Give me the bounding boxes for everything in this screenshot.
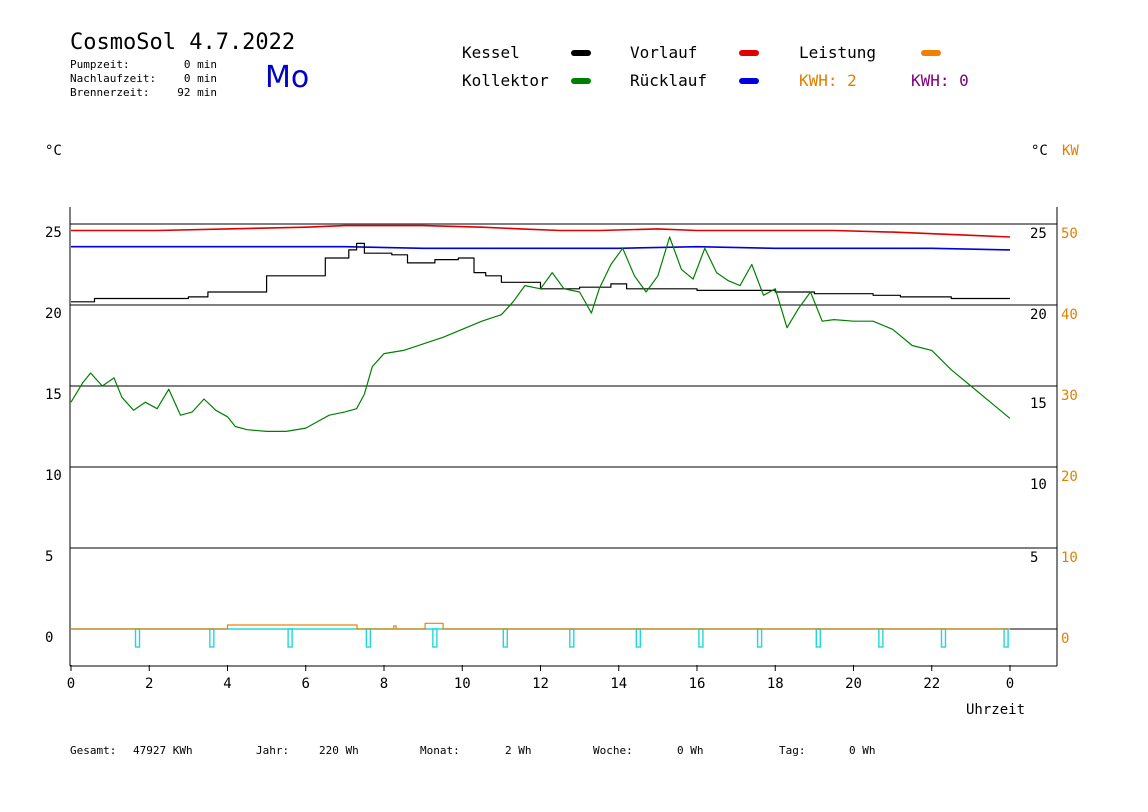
- series-line-vorlauf: [71, 224, 1011, 238]
- legend-ruecklauf-label: Rücklauf: [630, 71, 708, 90]
- stat-value-pumpzeit: 0 min: [183, 58, 217, 71]
- y-left-tick-label: 5: [45, 549, 53, 565]
- x-tick-label: 4: [223, 676, 231, 692]
- y-right-kw-tick-label: 50: [1061, 226, 1078, 242]
- pump-pulse-12: [940, 628, 947, 648]
- y-left-tick-label: 0: [45, 630, 53, 646]
- x-tick-label: 10: [454, 676, 471, 692]
- x-tick-label: 6: [302, 676, 310, 692]
- footer-monat-value: 2 Wh: [505, 744, 532, 757]
- x-tick-label: 16: [689, 676, 706, 692]
- y-right-tick-label: 10: [1030, 477, 1047, 493]
- legend-kollektor-swatch: [571, 78, 591, 84]
- pump-pulse-5: [502, 628, 508, 648]
- legend-vorlauf-label: Vorlauf: [630, 43, 698, 62]
- page-title: CosmoSol 4.7.2022: [70, 30, 296, 55]
- left-axis-unit: °C: [45, 143, 62, 159]
- footer-woche-value: 0 Wh: [677, 744, 704, 757]
- y-left-tick-label: 20: [45, 306, 62, 322]
- pump-pulse-3: [365, 628, 372, 648]
- x-tick-label: 8: [380, 676, 388, 692]
- footer-tag-label: Tag:: [779, 744, 806, 757]
- x-tick-label: 14: [610, 676, 627, 692]
- legend-leistung-label: Leistung: [799, 43, 877, 62]
- pump-pulse-6: [569, 628, 575, 648]
- pump-pulse-11: [878, 628, 884, 648]
- series-line-ruecklauf: [71, 245, 1011, 251]
- x-tick-label: 2: [145, 676, 153, 692]
- stat-value-brennerzeit: 92 min: [177, 86, 217, 99]
- series-line-kessel: [71, 242, 1010, 303]
- legend-kollektor-label: Kollektor: [462, 71, 549, 90]
- pump-pulse-1: [209, 628, 215, 648]
- legend-kwh-other: KWH: 0: [911, 71, 969, 90]
- stat-label-nachlaufzeit: Nachlaufzeit:: [70, 72, 157, 85]
- footer-gesamt-value: 47927 KWh: [133, 744, 193, 757]
- y-right-kw-tick-label: 20: [1061, 469, 1078, 485]
- x-tick-label: 0: [1006, 676, 1014, 692]
- footer-tag-value: 0 Wh: [849, 744, 876, 757]
- pump-pulse-8: [698, 628, 704, 648]
- x-tick-label: 18: [767, 676, 784, 692]
- footer-gesamt-label: Gesamt:: [70, 744, 117, 757]
- x-axis-label: Uhrzeit: [966, 702, 1026, 718]
- y-right-kw-tick-label: 30: [1061, 388, 1078, 404]
- pump-pulse-13: [1003, 628, 1009, 648]
- y-left-tick-label: 25: [45, 225, 62, 241]
- pump-pulse-10: [815, 628, 821, 648]
- legend-leistung-swatch: [921, 50, 941, 56]
- stat-label-brennerzeit: Brennerzeit:: [70, 86, 150, 99]
- y-right-kw-tick-label: 10: [1061, 550, 1078, 566]
- legend-ruecklauf-swatch: [739, 78, 759, 84]
- footer-monat-label: Monat:: [420, 744, 460, 757]
- x-tick-label: 22: [923, 676, 940, 692]
- footer-jahr-value: 220 Wh: [319, 744, 359, 757]
- x-tick-label: 12: [532, 676, 549, 692]
- stat-value-nachlaufzeit: 0 min: [183, 72, 217, 85]
- right-axis-unit-kw: KW: [1062, 143, 1079, 159]
- y-left-tick-label: 10: [45, 468, 62, 484]
- y-right-tick-label: 20: [1030, 307, 1047, 323]
- pump-pulse-0: [134, 628, 141, 648]
- footer-jahr-label: Jahr:: [256, 744, 290, 757]
- footer-woche-label: Woche:: [593, 744, 633, 757]
- x-tick-label: 20: [845, 676, 862, 692]
- series-line-leistung: [71, 622, 1010, 630]
- y-right-tick-label: 15: [1030, 396, 1047, 412]
- pump-pulse-7: [635, 628, 642, 648]
- series-line-kollektor: [70, 236, 1011, 432]
- stat-label-pumpzeit: Pumpzeit:: [70, 58, 130, 71]
- pump-pulse-9: [756, 628, 763, 648]
- pump-pulse-2: [287, 628, 293, 648]
- legend-kessel-label: Kessel: [462, 43, 520, 62]
- y-right-kw-tick-label: 40: [1061, 307, 1078, 323]
- y-right-tick-label: 5: [1030, 550, 1038, 566]
- x-tick-label: 0: [67, 676, 75, 692]
- y-right-tick-label: 25: [1030, 226, 1047, 242]
- y-left-tick-label: 15: [45, 387, 62, 403]
- legend-kessel-swatch: [571, 50, 591, 56]
- weekday-label: Mo: [265, 60, 310, 95]
- pump-pulse-4: [432, 628, 438, 648]
- y-right-kw-tick-label: 0: [1061, 631, 1069, 647]
- legend-kwh-solar: KWH: 2: [799, 71, 857, 90]
- right-axis-unit-celsius: °C: [1031, 143, 1048, 159]
- legend-vorlauf-swatch: [739, 50, 759, 56]
